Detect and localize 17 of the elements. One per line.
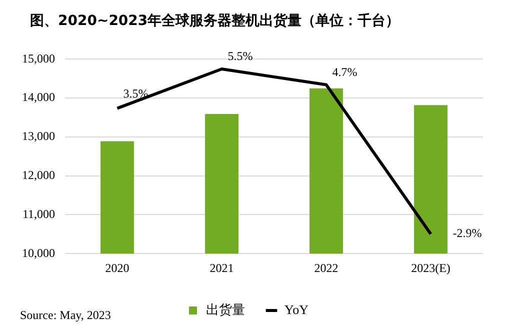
x-tick-label: 2021	[210, 260, 234, 275]
y-tick-label: 10,000	[22, 246, 55, 260]
y-tick-label: 15,000	[22, 51, 55, 66]
x-tick-label: 2022	[314, 260, 338, 275]
chart-title: 图、2020~2023年全球服务器整机出货量（单位：千台）	[29, 12, 401, 31]
source-note: Source: May, 2023	[20, 308, 111, 323]
data-label: -2.9%	[452, 226, 482, 240]
data-label: 5.5%	[228, 49, 253, 64]
y-tick-label: 12,000	[22, 168, 55, 182]
y-tick-label: 11,000	[22, 206, 55, 221]
data-label: 4.7%	[332, 64, 358, 79]
y-tick-label: 13,000	[22, 129, 55, 144]
y-tick-label: 14,000	[22, 90, 55, 104]
x-tick-label: 2023(E)	[411, 260, 450, 275]
legend-label: YoY	[284, 302, 310, 317]
legend-label: 出货量	[206, 302, 246, 317]
x-tick-label: 2020	[105, 260, 130, 275]
